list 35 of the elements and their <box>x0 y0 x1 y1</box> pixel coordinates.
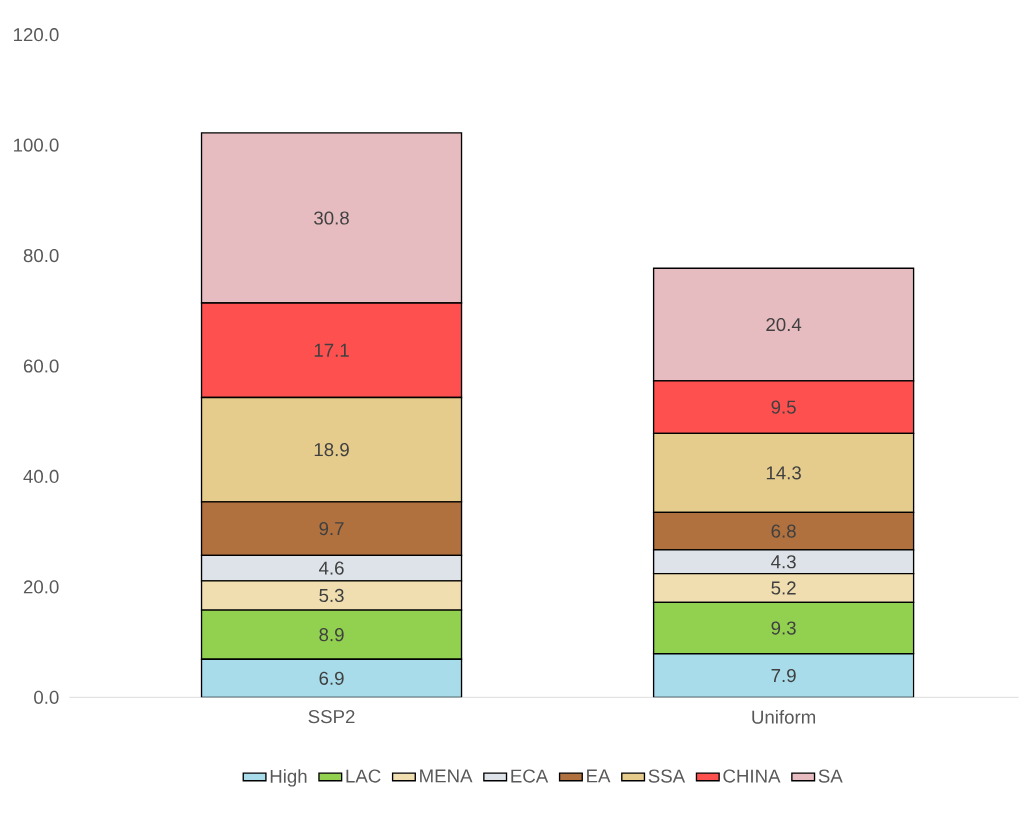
legend-label: ECA <box>511 769 549 783</box>
data-label: 5.2 <box>771 581 796 595</box>
legend-label: SSA <box>648 769 686 783</box>
data-label: 9.3 <box>771 621 796 635</box>
data-label: 6.9 <box>319 671 344 685</box>
legend-label: LAC <box>346 769 381 783</box>
x-tick-label: SSP2 <box>308 710 355 724</box>
data-label: 5.3 <box>319 588 344 603</box>
bar <box>652 653 915 698</box>
legend-label: EA <box>587 769 611 783</box>
data-label: 9.5 <box>771 400 796 414</box>
y-tick-label: 60.0 <box>23 359 59 373</box>
data-label: 9.7 <box>319 522 344 536</box>
legend-label: MENA <box>420 769 473 783</box>
data-label: 7.9 <box>771 668 796 683</box>
bar <box>200 658 463 698</box>
data-label: 4.3 <box>771 555 796 569</box>
data-label: 18.9 <box>314 443 349 457</box>
y-tick-label: 120.0 <box>14 28 59 42</box>
data-label: 6.8 <box>771 524 796 538</box>
data-label: 14.3 <box>766 466 801 480</box>
data-label: 20.4 <box>766 317 802 332</box>
data-label: 4.6 <box>319 561 344 575</box>
y-tick-label: 80.0 <box>23 248 59 263</box>
legend-label: SA <box>818 769 843 783</box>
legend-label: CHINA <box>723 769 781 783</box>
y-tick-label: 0.0 <box>34 690 59 704</box>
y-tick-label: 100.0 <box>14 138 59 152</box>
data-label: 30.8 <box>314 211 349 225</box>
legend-label: High <box>270 769 307 787</box>
x-tick-label: Uniform <box>752 710 816 724</box>
data-label: 17.1 <box>314 343 349 357</box>
data-label: 8.9 <box>319 628 344 642</box>
y-tick-label: 20.0 <box>23 580 59 594</box>
y-tick-label: 40.0 <box>23 469 59 484</box>
